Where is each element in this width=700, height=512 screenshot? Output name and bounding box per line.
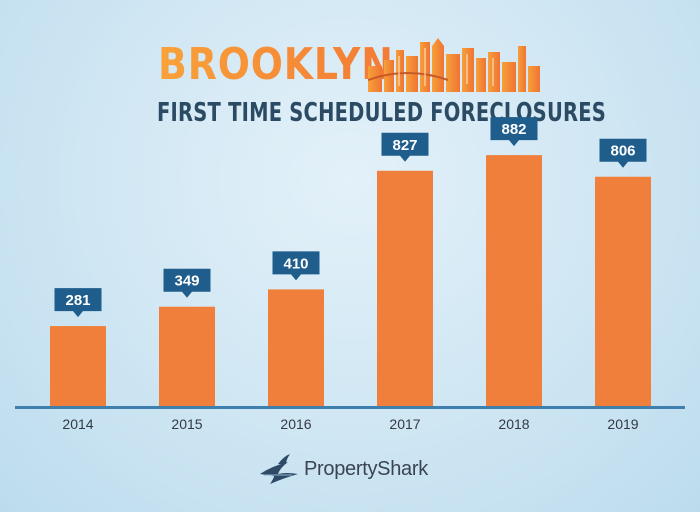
svg-text:882: 882 bbox=[501, 121, 526, 138]
svg-text:806: 806 bbox=[610, 143, 635, 160]
skyline-icon bbox=[368, 38, 540, 92]
bar-2018 bbox=[486, 155, 542, 406]
bars-group bbox=[50, 155, 651, 406]
svg-text:827: 827 bbox=[392, 137, 417, 154]
x-tick-labels-group: 2014 2015 2016 2017 2018 2019 bbox=[62, 416, 638, 432]
x-tick-label-2018: 2018 bbox=[498, 416, 529, 432]
shark-fin-icon bbox=[260, 454, 298, 484]
bar-2017 bbox=[377, 170, 433, 406]
data-label-2014: 281 bbox=[54, 288, 102, 318]
chart-title: BROOKLYN bbox=[158, 39, 394, 90]
bar-2015 bbox=[159, 306, 215, 406]
x-tick-label-2014: 2014 bbox=[62, 416, 93, 432]
bar-2014 bbox=[50, 326, 106, 406]
data-label-2015: 349 bbox=[163, 268, 211, 298]
x-tick-label-2017: 2017 bbox=[389, 416, 420, 432]
data-labels-group: 281 349 410 827 882 806 bbox=[54, 117, 647, 318]
brand-logo: PropertyShark bbox=[258, 452, 458, 488]
svg-text:410: 410 bbox=[283, 255, 308, 272]
x-tick-label-2019: 2019 bbox=[607, 416, 638, 432]
x-tick-label-2015: 2015 bbox=[171, 416, 202, 432]
svg-text:349: 349 bbox=[174, 273, 199, 290]
data-label-2017: 827 bbox=[381, 132, 429, 162]
x-tick-label-2016: 2016 bbox=[280, 416, 311, 432]
data-label-2018: 882 bbox=[490, 117, 538, 147]
bar-2019 bbox=[595, 176, 651, 406]
bar-2016 bbox=[268, 289, 324, 406]
brand-name: PropertyShark bbox=[304, 458, 428, 480]
data-label-2019: 806 bbox=[599, 138, 647, 168]
svg-text:281: 281 bbox=[65, 292, 90, 309]
data-label-2016: 410 bbox=[272, 251, 320, 281]
